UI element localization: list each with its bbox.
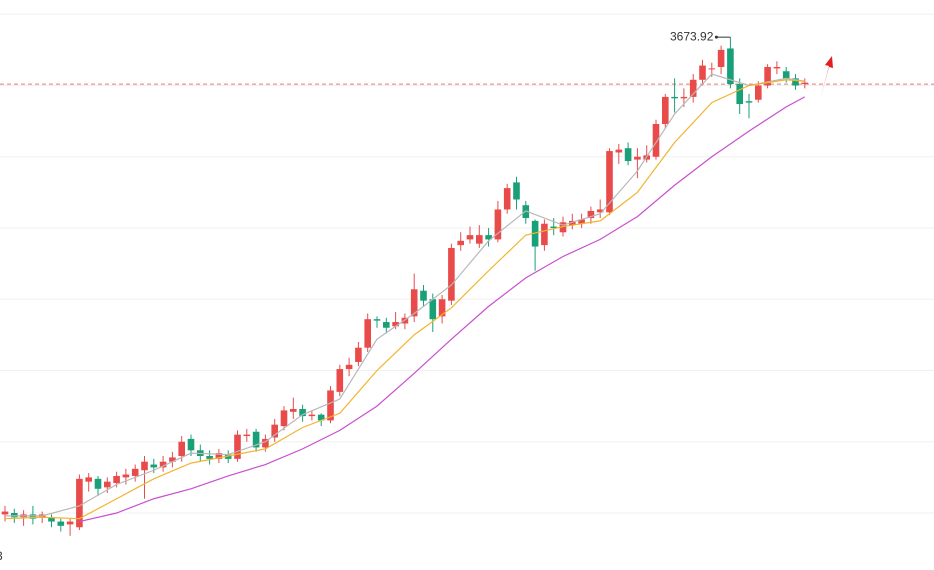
candle-body [578, 219, 585, 224]
candle-body [569, 220, 576, 226]
candle-body [634, 156, 641, 160]
candle-body [708, 68, 716, 70]
candle-body [689, 79, 697, 97]
candle-body [243, 434, 251, 437]
candle-body [169, 457, 176, 462]
candle-body [615, 149, 623, 153]
candle-body [596, 209, 604, 213]
high-label: 3673.92 [670, 29, 714, 43]
candle-body [224, 454, 232, 459]
candle-body [485, 235, 492, 240]
candle-body [271, 424, 278, 438]
candle-body [420, 290, 427, 301]
candle-body [150, 464, 158, 468]
low-label: 3 [0, 549, 3, 563]
candle-body [559, 222, 567, 233]
candle-body [662, 96, 669, 124]
candle-body [252, 431, 260, 448]
candle-body [373, 319, 381, 321]
candle-body [104, 481, 111, 488]
candle-body [94, 478, 102, 489]
candle-body [345, 364, 353, 370]
candle-body [624, 148, 632, 162]
candle-body [76, 478, 83, 528]
candle-body [606, 151, 613, 213]
candle-body [280, 410, 288, 427]
candle-body [792, 78, 799, 86]
candle-body [727, 48, 734, 85]
candle-body [141, 461, 148, 471]
candle-body [717, 49, 725, 67]
candle-body [764, 66, 771, 86]
candle-body [429, 299, 437, 320]
candle-body [680, 96, 688, 99]
candle-body [113, 475, 120, 484]
candle-body [159, 461, 167, 468]
candle-body [355, 347, 362, 362]
grid [0, 13, 934, 514]
candle-body [48, 517, 55, 522]
candle-body [503, 188, 511, 210]
candle-body [234, 434, 241, 459]
candle-body [122, 474, 130, 478]
candle-body [308, 414, 316, 417]
candle-body [410, 289, 418, 317]
candle-body [290, 408, 297, 412]
candle-body [541, 223, 548, 246]
high-label-dot [714, 35, 718, 39]
candle-body [206, 456, 213, 459]
candle-body [327, 390, 334, 421]
candle-body [85, 477, 92, 482]
candle-body [457, 240, 464, 246]
candle-body [671, 96, 678, 99]
candle-body [299, 408, 306, 417]
candle-body [736, 84, 743, 105]
candle-body [178, 441, 185, 456]
candle-body [364, 319, 371, 348]
candle-body [448, 247, 455, 301]
candle-body [66, 521, 74, 525]
candle-body [383, 322, 390, 328]
candle-body [438, 299, 446, 317]
candle-body [587, 210, 595, 219]
moving-average-line [5, 73, 805, 517]
candle-body [801, 82, 809, 85]
moving-average-line [79, 96, 806, 523]
candle-body [513, 182, 520, 200]
candle-body [131, 468, 139, 476]
trend-arrow [820, 56, 833, 100]
candle-body [11, 513, 18, 518]
candle-body [782, 71, 790, 79]
candle-body [745, 101, 753, 103]
candle-body [466, 235, 474, 240]
candle-body [392, 322, 399, 327]
candle-body [336, 369, 344, 392]
candle-body [215, 453, 223, 459]
moving-average-line [4, 79, 805, 520]
candle-body [476, 235, 483, 244]
candle-body [531, 220, 539, 247]
candle-body [773, 66, 781, 69]
candle-body [187, 438, 195, 451]
candle-body [262, 438, 269, 448]
candle-body [317, 414, 325, 421]
plot-area: 3673.92 3 [0, 29, 809, 563]
candle-body [699, 65, 706, 80]
candle-body [494, 209, 502, 240]
candle-body [57, 521, 65, 526]
candle-body [1, 511, 9, 515]
candle-body [550, 226, 557, 228]
candle-body [755, 85, 762, 100]
candle-body [652, 123, 660, 157]
candle-body [29, 514, 37, 519]
